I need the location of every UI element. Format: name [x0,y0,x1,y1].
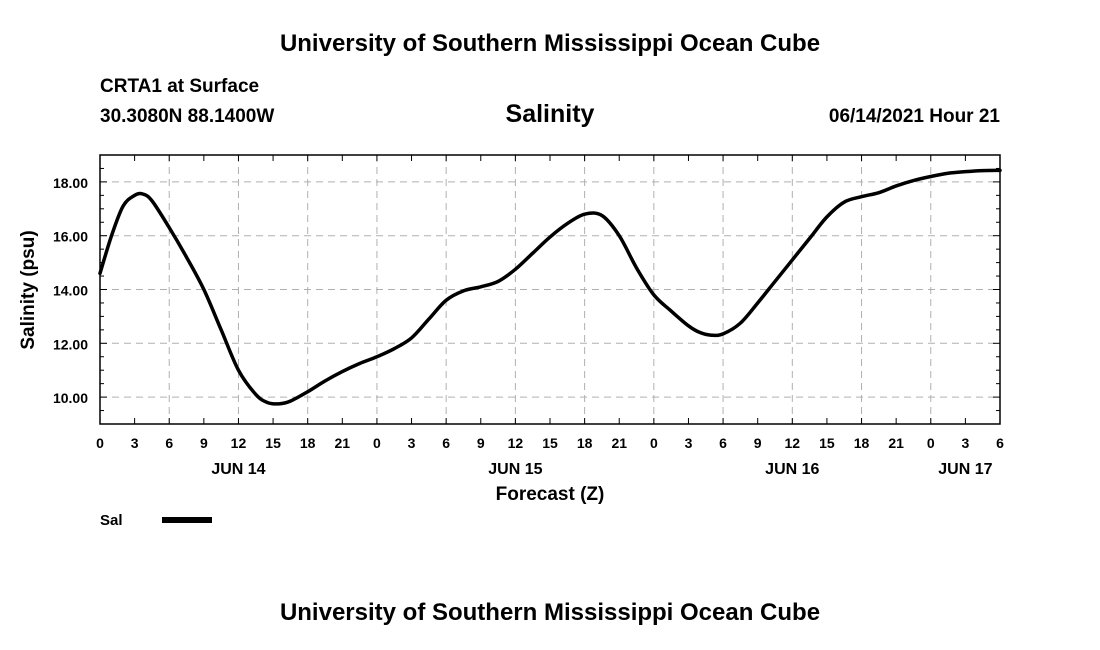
series-line-sal [98,168,1002,406]
datetime-label: 06/14/2021 Hour 21 [828,106,1000,127]
coordinates-label: 30.3080N 88.1400W [100,106,275,127]
x-tick-label: 15 [542,435,558,451]
x-tick-label: 9 [477,435,485,451]
x-tick-label: 0 [96,435,104,451]
x-tick-label: 15 [819,435,835,451]
y-tick-label: 12.00 [53,336,88,352]
grid-lines [100,155,1000,424]
footer-title: University of Southern Mississippi Ocean… [279,599,821,626]
day-labels: JUN 14 JUN 15 JUN 16 JUN 17 [211,461,992,478]
y-tick-label: 10.00 [53,390,88,406]
page-title: University of Southern Mississippi Ocean… [279,30,821,57]
x-tick-label: 6 [996,435,1004,451]
legend-label: Sal [100,512,123,529]
x-tick-label: 3 [961,435,969,451]
x-tick-labels: 0 3 6 9 12 15 18 21 0 3 6 9 12 15 18 21 0 3 6 9 12 15 18 21 0 3 6 [96,435,1004,451]
x-tick-label: 3 [685,435,693,451]
variable-title: Salinity [505,100,595,128]
x-tick-label: 6 [719,435,727,451]
day-label: JUN 16 [765,461,819,478]
plot-frame [99,154,1001,425]
y-axis-label: Salinity (psu) [18,230,39,349]
x-tick-label: 9 [200,435,208,451]
legend: Sal [100,512,212,529]
x-tick-label: 15 [265,435,281,451]
x-tick-label: 12 [508,435,524,451]
x-tick-label: 6 [165,435,173,451]
x-tick-label: 0 [373,435,381,451]
x-tick-label: 0 [650,435,658,451]
x-axis-label: Forecast (Z) [496,484,605,505]
x-tick-label: 9 [754,435,762,451]
day-label: JUN 14 [211,461,265,478]
x-tick-label: 18 [300,435,316,451]
x-tick-label: 3 [408,435,416,451]
x-tick-label: 3 [131,435,139,451]
series-layer [98,168,1002,406]
day-label: JUN 17 [938,461,992,478]
y-tick-label: 16.00 [53,229,88,245]
y-tick-label: 14.00 [53,283,88,299]
x-tick-label: 12 [785,435,801,451]
x-tick-label: 12 [231,435,247,451]
x-tick-label: 6 [442,435,450,451]
x-tick-label: 21 [888,435,904,451]
y-tick-labels: 10.00 12.00 14.00 16.00 18.00 [53,175,88,406]
station-label: CRTA1 at Surface [100,76,260,97]
x-tick-label: 18 [854,435,870,451]
x-tick-label: 0 [927,435,935,451]
x-tick-label: 21 [611,435,627,451]
x-tick-label: 21 [335,435,351,451]
y-tick-label: 18.00 [53,175,88,191]
day-label: JUN 15 [488,461,542,478]
x-tick-label: 18 [577,435,593,451]
